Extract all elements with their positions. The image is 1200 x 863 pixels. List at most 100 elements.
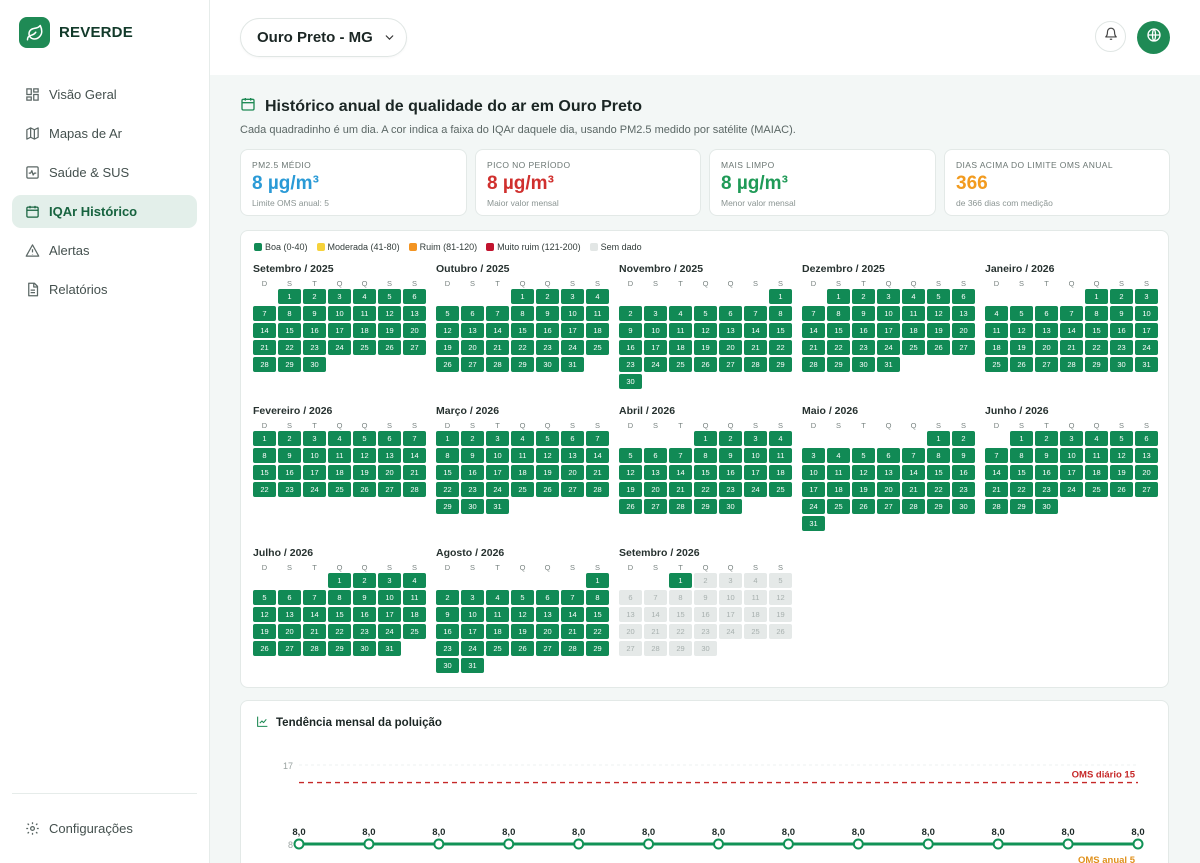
day-cell[interactable]: 17	[877, 323, 900, 338]
day-cell[interactable]: 29	[927, 499, 950, 514]
day-cell[interactable]: 5	[436, 306, 459, 321]
day-cell[interactable]: 29	[586, 641, 609, 656]
day-cell[interactable]: 10	[644, 323, 667, 338]
day-cell[interactable]: 9	[694, 590, 717, 605]
sidebar-item-visao-geral[interactable]: Visão Geral	[12, 78, 197, 111]
day-cell[interactable]: 27	[1135, 482, 1158, 497]
day-cell[interactable]: 19	[353, 465, 376, 480]
day-cell[interactable]: 27	[378, 482, 401, 497]
day-cell[interactable]: 2	[619, 306, 642, 321]
day-cell[interactable]: 23	[461, 482, 484, 497]
day-cell[interactable]: 9	[353, 590, 376, 605]
day-cell[interactable]: 7	[303, 590, 326, 605]
day-cell[interactable]: 4	[511, 431, 534, 446]
day-cell[interactable]: 24	[303, 482, 326, 497]
day-cell[interactable]: 10	[719, 590, 742, 605]
day-cell[interactable]: 19	[927, 323, 950, 338]
day-cell[interactable]: 29	[328, 641, 351, 656]
day-cell[interactable]: 16	[694, 607, 717, 622]
day-cell[interactable]: 19	[852, 482, 875, 497]
day-cell[interactable]: 4	[353, 289, 376, 304]
day-cell[interactable]: 5	[619, 448, 642, 463]
day-cell[interactable]: 18	[328, 465, 351, 480]
day-cell[interactable]: 3	[719, 573, 742, 588]
day-cell[interactable]: 6	[877, 448, 900, 463]
day-cell[interactable]: 26	[253, 641, 276, 656]
day-cell[interactable]: 1	[1010, 431, 1033, 446]
day-cell[interactable]: 23	[694, 624, 717, 639]
language-button[interactable]	[1137, 21, 1170, 54]
day-cell[interactable]: 11	[328, 448, 351, 463]
day-cell[interactable]: 20	[403, 323, 426, 338]
day-cell[interactable]: 8	[436, 448, 459, 463]
day-cell[interactable]: 1	[436, 431, 459, 446]
day-cell[interactable]: 15	[436, 465, 459, 480]
day-cell[interactable]: 17	[303, 465, 326, 480]
day-cell[interactable]: 29	[669, 641, 692, 656]
day-cell[interactable]: 25	[827, 499, 850, 514]
day-cell[interactable]: 18	[353, 323, 376, 338]
day-cell[interactable]: 4	[403, 573, 426, 588]
day-cell[interactable]: 2	[952, 431, 975, 446]
day-cell[interactable]: 24	[1060, 482, 1083, 497]
day-cell[interactable]: 24	[486, 482, 509, 497]
day-cell[interactable]: 30	[694, 641, 717, 656]
day-cell[interactable]: 13	[952, 306, 975, 321]
day-cell[interactable]: 10	[378, 590, 401, 605]
day-cell[interactable]: 10	[328, 306, 351, 321]
day-cell[interactable]: 8	[769, 306, 792, 321]
day-cell[interactable]: 9	[461, 448, 484, 463]
day-cell[interactable]: 20	[877, 482, 900, 497]
day-cell[interactable]: 22	[1010, 482, 1033, 497]
day-cell[interactable]: 6	[719, 306, 742, 321]
day-cell[interactable]: 24	[461, 641, 484, 656]
day-cell[interactable]: 6	[1135, 431, 1158, 446]
day-cell[interactable]: 22	[328, 624, 351, 639]
day-cell[interactable]: 2	[1110, 289, 1133, 304]
day-cell[interactable]: 14	[486, 323, 509, 338]
day-cell[interactable]: 27	[719, 357, 742, 372]
day-cell[interactable]: 22	[511, 340, 534, 355]
day-cell[interactable]: 17	[561, 323, 584, 338]
day-cell[interactable]: 19	[536, 465, 559, 480]
day-cell[interactable]: 9	[278, 448, 301, 463]
day-cell[interactable]: 5	[511, 590, 534, 605]
day-cell[interactable]: 5	[353, 431, 376, 446]
day-cell[interactable]: 4	[486, 590, 509, 605]
day-cell[interactable]: 4	[328, 431, 351, 446]
day-cell[interactable]: 18	[985, 340, 1008, 355]
day-cell[interactable]: 4	[769, 431, 792, 446]
day-cell[interactable]: 16	[1110, 323, 1133, 338]
day-cell[interactable]: 16	[278, 465, 301, 480]
day-cell[interactable]: 1	[278, 289, 301, 304]
day-cell[interactable]: 22	[586, 624, 609, 639]
day-cell[interactable]: 31	[461, 658, 484, 673]
day-cell[interactable]: 20	[378, 465, 401, 480]
day-cell[interactable]: 20	[1135, 465, 1158, 480]
day-cell[interactable]: 16	[353, 607, 376, 622]
day-cell[interactable]: 23	[278, 482, 301, 497]
day-cell[interactable]: 2	[353, 573, 376, 588]
day-cell[interactable]: 20	[461, 340, 484, 355]
day-cell[interactable]: 24	[719, 624, 742, 639]
day-cell[interactable]: 7	[744, 306, 767, 321]
day-cell[interactable]: 15	[1085, 323, 1108, 338]
day-cell[interactable]: 17	[1135, 323, 1158, 338]
day-cell[interactable]: 4	[1085, 431, 1108, 446]
day-cell[interactable]: 10	[303, 448, 326, 463]
day-cell[interactable]: 30	[536, 357, 559, 372]
day-cell[interactable]: 17	[378, 607, 401, 622]
day-cell[interactable]: 19	[436, 340, 459, 355]
day-cell[interactable]: 4	[586, 289, 609, 304]
day-cell[interactable]: 4	[902, 289, 925, 304]
day-cell[interactable]: 20	[536, 624, 559, 639]
day-cell[interactable]: 13	[719, 323, 742, 338]
day-cell[interactable]: 12	[378, 306, 401, 321]
day-cell[interactable]: 1	[1085, 289, 1108, 304]
notifications-button[interactable]	[1095, 21, 1126, 52]
day-cell[interactable]: 23	[303, 340, 326, 355]
day-cell[interactable]: 27	[403, 340, 426, 355]
day-cell[interactable]: 6	[461, 306, 484, 321]
day-cell[interactable]: 30	[1110, 357, 1133, 372]
day-cell[interactable]: 3	[561, 289, 584, 304]
